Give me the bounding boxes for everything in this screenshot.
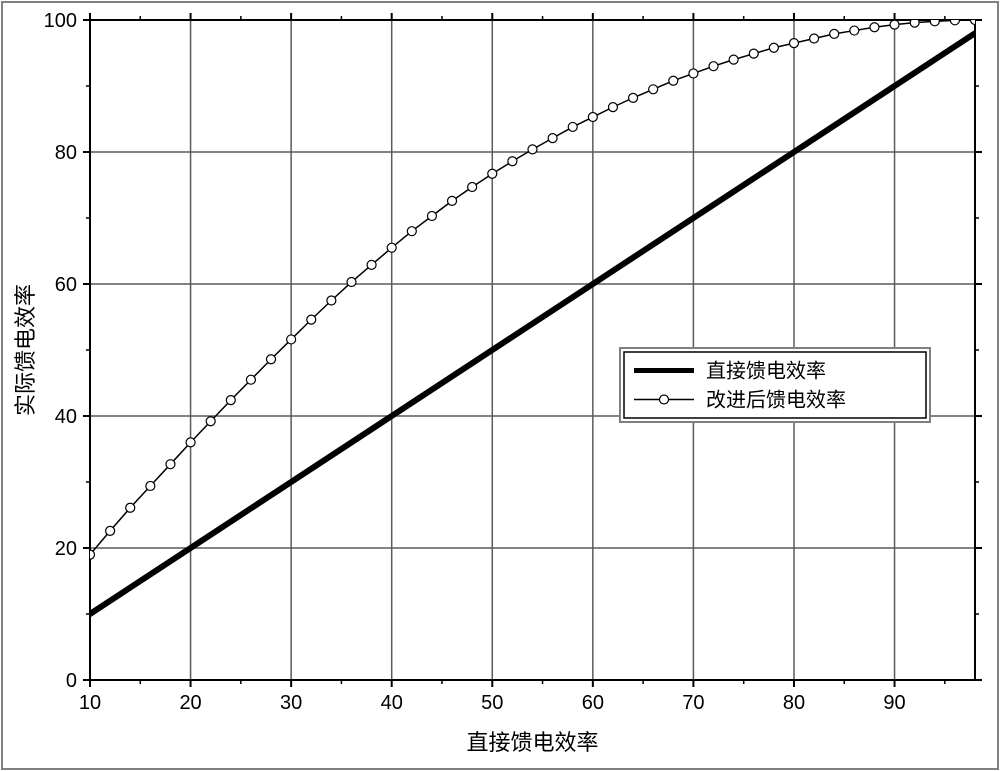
svg-text:80: 80: [783, 692, 805, 714]
svg-text:60: 60: [582, 692, 604, 714]
svg-text:70: 70: [682, 692, 704, 714]
svg-text:30: 30: [280, 692, 302, 714]
svg-text:直接馈电效率: 直接馈电效率: [706, 360, 826, 383]
chart-svg: 102030405060708090020406080100直接馈电效率改进后馈…: [0, 0, 1000, 771]
svg-text:20: 20: [179, 692, 201, 714]
svg-text:90: 90: [883, 692, 905, 714]
svg-text:0: 0: [66, 670, 77, 692]
svg-text:80: 80: [55, 142, 77, 164]
svg-text:50: 50: [481, 692, 503, 714]
y-axis-label: 实际馈电效率: [8, 284, 40, 416]
x-axis-label: 直接馈电效率: [466, 725, 598, 757]
svg-text:20: 20: [55, 538, 77, 560]
svg-text:60: 60: [55, 274, 77, 296]
svg-text:40: 40: [381, 692, 403, 714]
svg-text:40: 40: [55, 406, 77, 428]
svg-text:改进后馈电效率: 改进后馈电效率: [706, 389, 846, 412]
chart-container: 102030405060708090020406080100直接馈电效率改进后馈…: [0, 0, 1000, 771]
svg-text:10: 10: [79, 692, 101, 714]
svg-text:100: 100: [44, 10, 77, 32]
